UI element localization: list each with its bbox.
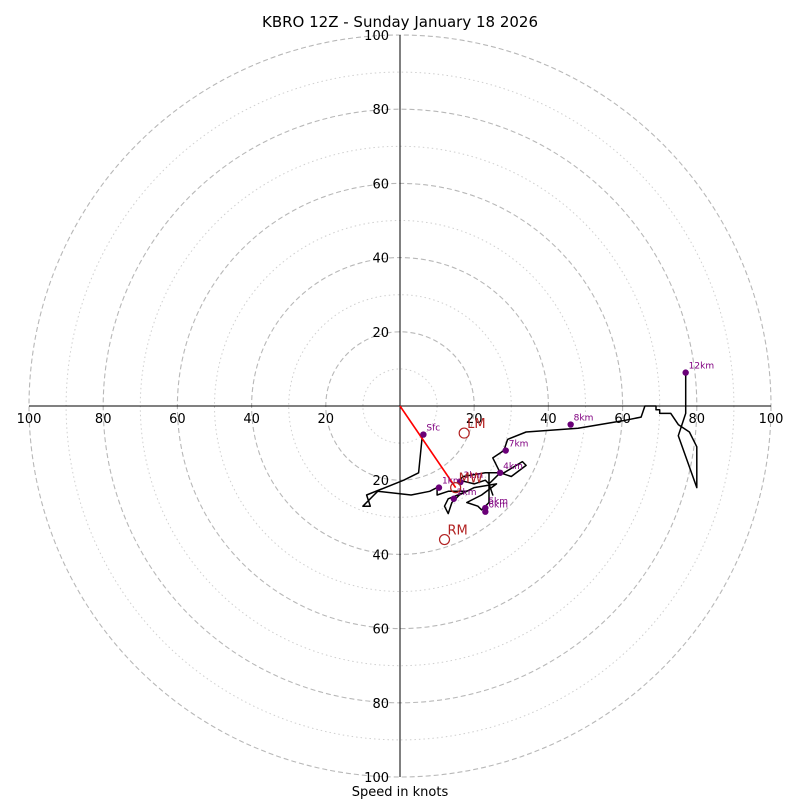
- x-tick-right-100: 100: [759, 412, 784, 427]
- x-tick-right-20: 20: [466, 412, 483, 427]
- storm-motion-label-lm: LM: [467, 417, 485, 432]
- height-marker-6km: [482, 508, 489, 515]
- y-tick-up-20: 20: [372, 326, 389, 341]
- x-tick-left-60: 60: [169, 412, 186, 427]
- height-label-1km: 1km: [442, 477, 462, 487]
- height-label-5km: 5km: [488, 497, 508, 507]
- y-tick-down-40: 40: [372, 548, 389, 563]
- height-label-sfc: Sfc: [426, 424, 440, 434]
- height-marker-2km: [450, 495, 457, 502]
- y-tick-up-40: 40: [372, 252, 389, 267]
- y-tick-up-60: 60: [372, 177, 389, 192]
- x-tick-right-60: 60: [614, 412, 631, 427]
- height-marker-12km: [682, 369, 689, 376]
- y-tick-down-20: 20: [372, 474, 389, 489]
- x-tick-right-40: 40: [540, 412, 557, 427]
- height-label-2km: 2km: [457, 488, 477, 498]
- height-marker-sfc: [420, 431, 427, 438]
- storm-motion-label-rm: RM: [448, 524, 468, 539]
- height-label-4km: 4km: [503, 462, 523, 472]
- x-tick-right-80: 80: [689, 412, 706, 427]
- hodograph-trace: [362, 372, 698, 515]
- y-tick-down-80: 80: [372, 697, 389, 712]
- chart-title: KBRO 12Z - Sunday January 18 2026: [262, 13, 538, 31]
- storm-motion-label-mw: MW: [459, 472, 483, 487]
- storm-motion-marker-mw: [450, 482, 462, 494]
- y-tick-up-100: 100: [364, 29, 389, 44]
- height-label-3km: 3km: [463, 471, 483, 481]
- y-tick-down-60: 60: [372, 623, 389, 638]
- height-label-12km: 12km: [689, 362, 714, 372]
- x-axis-label: Speed in knots: [352, 785, 449, 800]
- y-tick-down-100: 100: [364, 771, 389, 786]
- height-label-8km: 8km: [574, 414, 594, 424]
- height-label-7km: 7km: [509, 440, 529, 450]
- height-marker-1km: [435, 484, 443, 491]
- storm-motion-marker-lm: [458, 427, 470, 439]
- height-marker-7km: [502, 447, 509, 454]
- height-marker-4km: [496, 469, 504, 476]
- storm-motions: LM MW RM: [438, 417, 486, 546]
- x-tick-left-20: 20: [318, 412, 335, 427]
- x-tick-left-40: 40: [243, 412, 260, 427]
- wind-profile: [362, 372, 698, 515]
- x-tick-left-100: 100: [17, 412, 42, 427]
- storm-motion-marker-rm: [438, 533, 451, 546]
- y-tick-up-80: 80: [372, 103, 389, 118]
- x-tick-left-80: 80: [95, 412, 112, 427]
- shear-vector: [399, 405, 457, 489]
- height-label-6km: 6km: [488, 501, 508, 511]
- height-marker-8km: [567, 421, 574, 428]
- shear-vector-group: [399, 405, 457, 489]
- tick-labels: 100 80 60 40 20 20 40 60 80 100 20 40 60 80 100 20 40 60 8…: [17, 29, 784, 786]
